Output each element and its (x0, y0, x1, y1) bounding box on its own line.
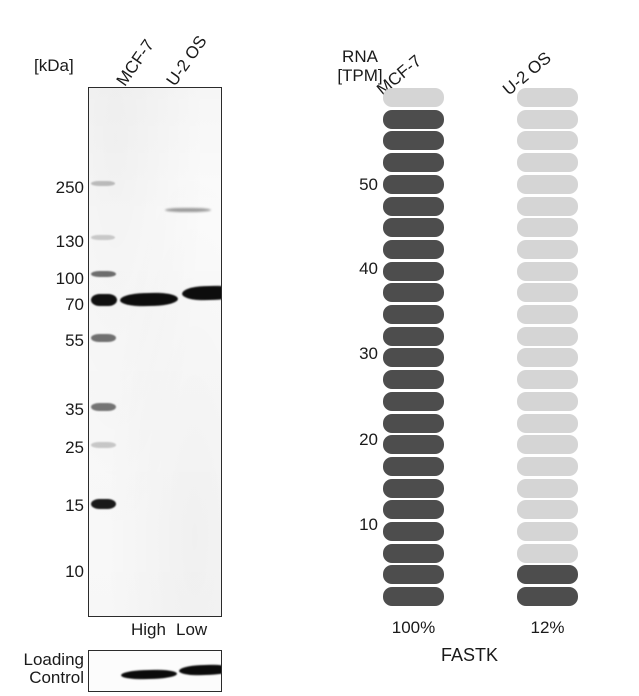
rna-segment-u2os-15 (517, 283, 578, 303)
rna-segment-mcf7-12 (383, 348, 444, 368)
blot-lane-label-mcf7: MCF-7 (112, 35, 158, 90)
rna-segment-mcf7-17 (383, 239, 444, 259)
rna-segment-mcf7-8 (383, 435, 444, 455)
loading-control-band-mcf7 (120, 669, 178, 680)
ladder-band-130 (91, 235, 115, 240)
rna-segment-mcf7-1 (383, 587, 444, 607)
ladder-band-35 (91, 403, 116, 411)
loading-control-panel (88, 650, 222, 692)
rna-segment-u2os-12 (517, 348, 578, 368)
rna-percent-mcf7: 100% (391, 618, 436, 637)
blot-band-u2os (181, 285, 221, 301)
loading-control-label-line1: Loading (23, 650, 84, 669)
loading-control-label: Loading Control (10, 650, 84, 688)
western-blot-figure: [kDa] MCF-7 U-2 OS 250 130 100 70 55 35 … (0, 0, 300, 696)
rna-segment-u2os-4 (517, 522, 578, 541)
rna-segment-u2os-20 (517, 174, 578, 194)
ladder-band-100 (91, 271, 116, 277)
rna-segment-u2os-16 (517, 261, 578, 281)
mw-label-55: 55 (65, 331, 84, 350)
rna-unit-line1: RNA (342, 47, 378, 66)
molecular-weight-axis: 250 130 100 70 55 35 25 15 10 (22, 87, 84, 617)
loading-control-label-line2: Control (29, 668, 84, 688)
rna-column-mcf7 (383, 88, 444, 608)
ladder-band-70 (91, 294, 117, 306)
ladder-band-250 (91, 181, 115, 186)
kda-unit-label: [kDa] (34, 56, 74, 75)
tpm-tick-10: 10 (359, 515, 378, 534)
rna-segment-mcf7-23 (383, 109, 444, 129)
rna-segment-mcf7-5 (383, 500, 444, 520)
rna-segment-u2os-8 (517, 435, 578, 455)
mw-label-25: 25 (65, 438, 84, 457)
rna-segment-u2os-6 (517, 478, 578, 498)
rna-segment-u2os-10 (517, 391, 578, 411)
rna-segment-u2os-9 (517, 413, 578, 433)
gene-name-label: FASTK (440, 645, 498, 665)
rna-percent-u2os: 12% (530, 618, 565, 637)
mw-label-130: 130 (55, 232, 84, 251)
rna-segment-mcf7-22 (383, 131, 444, 151)
rna-segment-u2os-21 (517, 153, 578, 173)
rna-segment-mcf7-4 (383, 522, 444, 541)
rna-segment-mcf7-2 (383, 565, 444, 585)
tpm-axis: 50 40 30 20 10 (326, 87, 378, 617)
rna-segment-u2os-5 (517, 500, 578, 520)
tpm-tick-40: 40 (359, 259, 378, 278)
rna-expression-figure: RNA [TPM] MCF-7 U-2 OS 50 40 30 20 10 10… (300, 0, 639, 696)
mw-label-15: 15 (65, 496, 84, 515)
rna-segment-u2os-24 (517, 88, 578, 107)
rna-segment-u2os-2 (517, 565, 578, 585)
rna-segment-mcf7-7 (383, 456, 444, 476)
blot-band-mcf7 (119, 292, 179, 307)
rna-segment-mcf7-16 (383, 261, 444, 281)
blot-membrane-panel (88, 87, 222, 617)
rna-segment-mcf7-21 (383, 153, 444, 173)
rna-segment-mcf7-3 (383, 543, 444, 563)
rna-segment-u2os-22 (517, 131, 578, 151)
rna-segment-mcf7-13 (383, 326, 444, 346)
rna-segment-mcf7-15 (383, 283, 444, 303)
ladder-band-15 (91, 499, 116, 509)
tpm-tick-30: 30 (359, 344, 378, 363)
blot-band-u2os-faint (165, 208, 211, 212)
loading-control-band-u2os (178, 664, 221, 676)
rna-segment-u2os-18 (517, 218, 578, 238)
rna-segment-mcf7-24 (383, 88, 444, 107)
rna-unit-label: RNA [TPM] (328, 47, 392, 85)
rna-segment-u2os-23 (517, 109, 578, 129)
rna-unit-line2: [TPM] (337, 65, 383, 85)
mw-label-70: 70 (65, 295, 84, 314)
blot-level-label-high: High (131, 620, 166, 639)
ladder-band-25 (91, 442, 116, 448)
rna-segment-u2os-13 (517, 326, 578, 346)
rna-segment-u2os-3 (517, 543, 578, 563)
rna-segment-u2os-19 (517, 196, 578, 216)
rna-segment-mcf7-6 (383, 478, 444, 498)
rna-segment-mcf7-18 (383, 218, 444, 238)
rna-segment-mcf7-20 (383, 174, 444, 194)
ladder-band-55 (91, 334, 116, 342)
mw-label-10: 10 (65, 562, 84, 581)
rna-segment-u2os-1 (517, 587, 578, 607)
rna-column-u2os (517, 88, 578, 608)
rna-segment-u2os-14 (517, 305, 578, 324)
rna-segment-mcf7-9 (383, 413, 444, 433)
rna-segment-u2os-17 (517, 239, 578, 259)
blot-lane-label-u2os: U-2 OS (162, 32, 211, 90)
rna-segment-u2os-11 (517, 370, 578, 390)
rna-segment-mcf7-10 (383, 391, 444, 411)
mw-label-35: 35 (65, 400, 84, 419)
mw-label-100: 100 (55, 269, 84, 288)
rna-segment-mcf7-14 (383, 305, 444, 324)
rna-segment-mcf7-19 (383, 196, 444, 216)
tpm-tick-20: 20 (359, 430, 378, 449)
tpm-tick-50: 50 (359, 175, 378, 194)
mw-label-250: 250 (55, 178, 84, 197)
blot-level-label-low: Low (176, 620, 208, 639)
rna-segment-mcf7-11 (383, 370, 444, 390)
rna-segment-u2os-7 (517, 456, 578, 476)
